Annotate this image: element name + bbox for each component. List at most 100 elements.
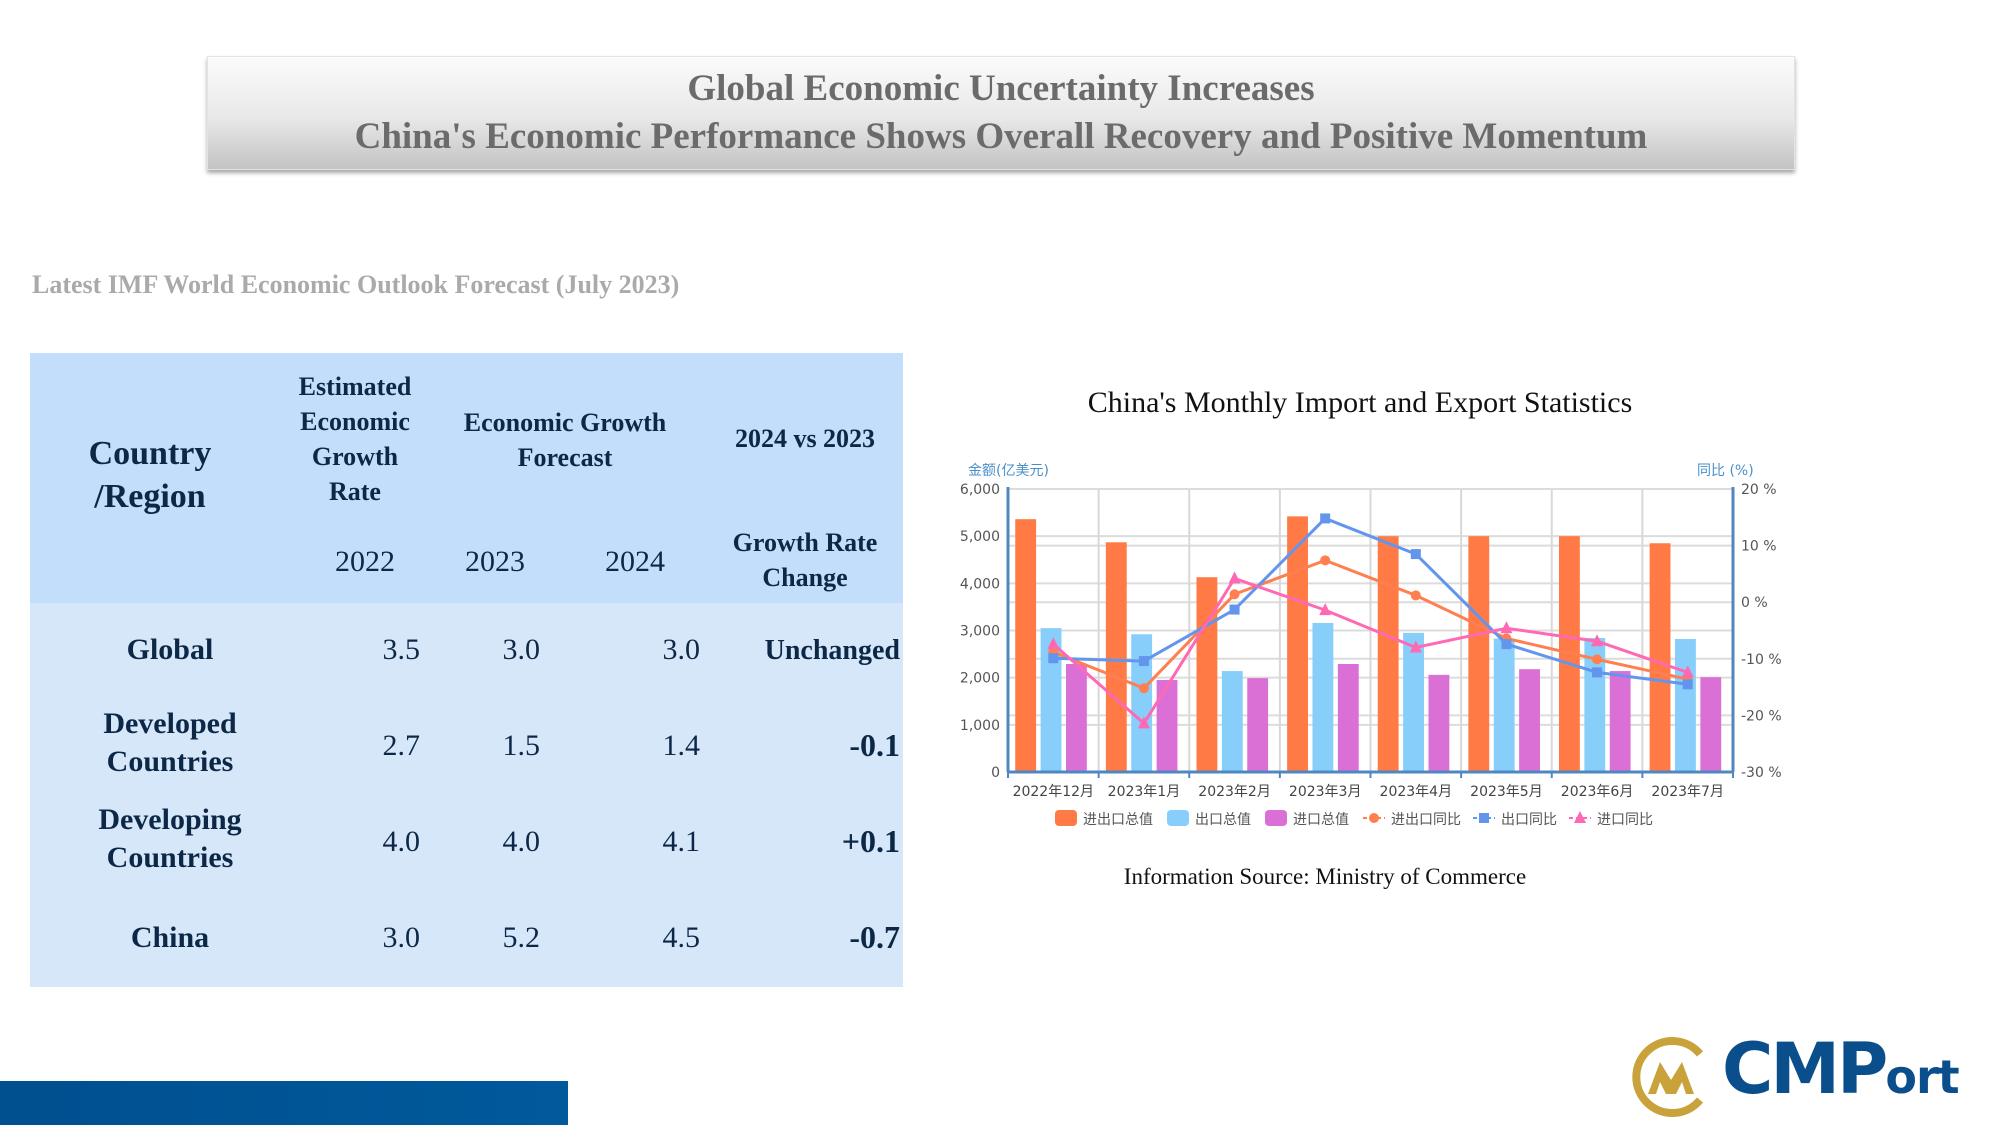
- line-point-triangle: [1591, 634, 1604, 647]
- cell-2023: 5.2: [502, 921, 541, 954]
- bar-export: [1221, 671, 1243, 772]
- information-source: Information Source: Ministry of Commerce: [1123, 864, 1527, 889]
- header-change-line: Change: [762, 563, 848, 593]
- logo-text-main: CMP: [1722, 1028, 1888, 1110]
- bar-import: [1066, 663, 1087, 772]
- cmport-emblem-icon: [1632, 1037, 1704, 1117]
- cell-2022: 3.5: [382, 633, 421, 666]
- header-year-2024: 2024: [605, 545, 665, 578]
- header-estimated-line: Rate: [329, 477, 381, 507]
- x-tick-label: 2023年3月: [1289, 784, 1362, 800]
- bar-import: [1519, 669, 1540, 772]
- header-estimated-rate: Estimated Economic Growth Rate: [280, 369, 430, 509]
- line-point-triangle: [1228, 571, 1241, 584]
- header-compare: 2024 vs 2023: [734, 424, 876, 453]
- cell-2024: 3.0: [662, 633, 701, 666]
- cell-2024: 1.4: [662, 729, 701, 762]
- x-tick-label: 2023年7月: [1651, 784, 1724, 800]
- legend-swatch: [1265, 810, 1287, 826]
- y-left-tick-label: 2,000: [960, 671, 1000, 687]
- bar-export: [1131, 634, 1153, 772]
- x-tick-label: 2023年1月: [1108, 784, 1181, 800]
- banner-title-line1: Global Economic Uncertainty Increases: [687, 68, 1315, 109]
- cell-2024: 4.1: [662, 825, 701, 858]
- x-tick-label: 2023年4月: [1380, 784, 1453, 800]
- header-estimated-line: Estimated: [298, 372, 412, 401]
- cell-2023: 1.5: [502, 729, 541, 762]
- line-point-triangle: [1137, 716, 1150, 729]
- line-point-circle: [1229, 589, 1240, 600]
- y-left-tick-label: 1,000: [960, 718, 1000, 734]
- header-year-2023: 2023: [465, 545, 525, 578]
- cell-change: -0.7: [849, 919, 900, 955]
- banner-title-line2: China's Economic Performance Shows Overa…: [354, 116, 1648, 157]
- cell-2023: 3.0: [502, 633, 541, 666]
- x-tick-label: 2022年12月: [1013, 784, 1094, 800]
- legend-swatch: [1167, 810, 1189, 826]
- line-point-circle: [1410, 590, 1421, 601]
- cmport-logo: CMPort: [1630, 1028, 2000, 1118]
- row-name-line: Countries: [106, 840, 234, 874]
- line-point-triangle: [1319, 603, 1332, 616]
- y-right-tick-label: 0 %: [1741, 595, 1768, 611]
- legend-swatch: [1055, 810, 1077, 826]
- bar-export: [1675, 638, 1696, 772]
- line-point-triangle: [1500, 621, 1513, 634]
- legend-marker-triangle: [1574, 811, 1586, 823]
- line-point-triangle: [1409, 640, 1422, 653]
- y-right-tick-label: 20 %: [1741, 482, 1777, 498]
- line-point-square: [1410, 549, 1421, 560]
- legend-label: 出口总值: [1195, 812, 1251, 828]
- header-country-line: Country: [88, 435, 212, 472]
- y-right-tick-label: 10 %: [1741, 539, 1777, 555]
- bar-total: [1468, 536, 1490, 772]
- row-name-line: Developed: [103, 707, 237, 740]
- legend-label: 进出口总值: [1083, 812, 1153, 828]
- y-right-tick-label: -30 %: [1741, 765, 1782, 781]
- header-change-line: Growth Rate: [732, 528, 878, 557]
- line-point-square: [1048, 653, 1059, 664]
- cell-2022: 4.0: [382, 825, 421, 858]
- bar-export: [1403, 632, 1424, 772]
- cell-2023: 4.0: [502, 825, 541, 858]
- title-banner: Global Economic Uncertainty Increases Ch…: [207, 56, 1795, 170]
- bar-total: [1105, 542, 1127, 772]
- cell-change: -0.1: [849, 727, 900, 763]
- legend-label: 进出口同比: [1391, 812, 1461, 828]
- line-point-circle: [1138, 683, 1149, 694]
- row-name-line: Developing: [98, 803, 242, 836]
- x-tick-label: 2023年2月: [1198, 784, 1271, 800]
- header-country-region: Country /Region: [50, 433, 250, 518]
- line-circle-series: [1052, 558, 1689, 690]
- cell-2024: 4.5: [662, 921, 701, 954]
- legend-marker-circle: [1369, 813, 1379, 823]
- line-square-series: [1053, 516, 1688, 686]
- line-point-triangle: [1047, 637, 1060, 650]
- header-forecast-line: Economic Growth: [463, 408, 667, 437]
- row-name-developing: Developing Countries: [50, 801, 290, 876]
- table-header: [30, 353, 903, 603]
- bar-export: [1312, 622, 1334, 772]
- bar-export: [1040, 628, 1062, 772]
- bar-export: [1493, 638, 1515, 772]
- bar-import: [1700, 677, 1722, 772]
- bar-total: [1196, 577, 1218, 772]
- logo-text-small: ort: [1885, 1050, 1959, 1104]
- row-name-line: Countries: [106, 744, 234, 778]
- row-name-china: China: [130, 921, 210, 954]
- row-name-global: Global: [126, 633, 214, 666]
- cell-change: +0.1: [841, 823, 900, 859]
- y-right-axis-label: 同比 (%): [1697, 463, 1754, 479]
- footer-bar: [0, 1081, 568, 1125]
- header-forecast: Economic Growth Forecast: [440, 405, 690, 475]
- bar-total: [1377, 536, 1399, 772]
- legend-marker-square: [1479, 813, 1489, 823]
- bar-import: [1156, 680, 1178, 772]
- cell-2022: 2.7: [382, 729, 421, 762]
- line-point-square: [1682, 679, 1693, 690]
- y-right-tick-label: -20 %: [1741, 708, 1782, 724]
- y-right-tick-label: -10 %: [1741, 652, 1782, 668]
- header-country-line: /Region: [94, 477, 206, 515]
- header-year-2022: 2022: [335, 545, 395, 578]
- legend-label: 进口同比: [1597, 812, 1653, 828]
